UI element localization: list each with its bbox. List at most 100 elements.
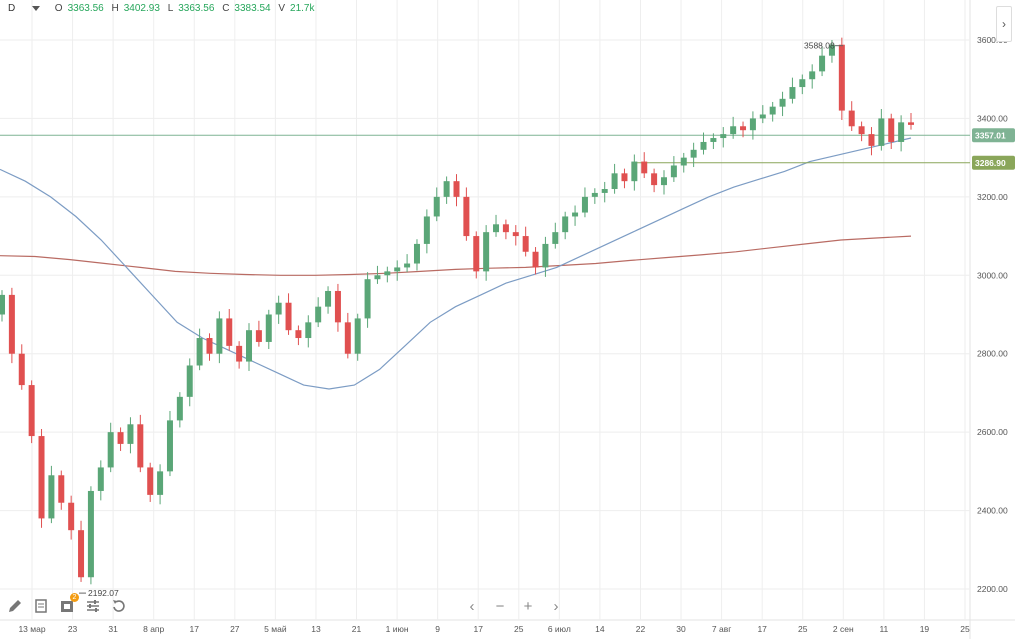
candle-up bbox=[552, 232, 559, 244]
candle-down bbox=[8, 294, 15, 354]
level-line-label: 3286.90 bbox=[975, 158, 1006, 168]
x-tick-label: 21 bbox=[352, 624, 362, 634]
layers-icon[interactable]: 2 bbox=[58, 593, 79, 615]
y-tick-label: 3000.00 bbox=[977, 270, 1008, 280]
candle-down bbox=[206, 338, 213, 354]
candle-down bbox=[285, 302, 292, 331]
candle-down bbox=[226, 318, 233, 346]
drawing-toolbar: 2 bbox=[6, 593, 128, 615]
pencil-icon[interactable] bbox=[6, 597, 24, 615]
x-tick-label: 17 bbox=[473, 624, 483, 634]
candle-up bbox=[48, 475, 55, 519]
candle-up bbox=[384, 271, 391, 276]
y-tick-label: 2400.00 bbox=[977, 506, 1008, 516]
candle-up bbox=[730, 126, 737, 135]
candle-down bbox=[68, 502, 75, 531]
candle-up bbox=[591, 192, 598, 197]
candle-down bbox=[78, 530, 85, 578]
candle-down bbox=[255, 330, 262, 342]
candle-down bbox=[295, 330, 302, 339]
candle-up bbox=[216, 318, 223, 354]
chevron-left-icon[interactable]: ‹ bbox=[469, 597, 475, 615]
chart-navigation: ‹ − + › bbox=[463, 597, 565, 615]
x-tick-label: 17 bbox=[757, 624, 767, 634]
candle-up bbox=[423, 216, 430, 244]
candle-up bbox=[364, 279, 371, 319]
candle-down bbox=[502, 224, 509, 233]
candle-down bbox=[532, 251, 539, 268]
level-lines bbox=[0, 134, 970, 164]
candle-up bbox=[354, 318, 361, 354]
ma-fast-layer bbox=[0, 137, 912, 390]
candle-up bbox=[898, 122, 905, 142]
low-value: 3363.56 bbox=[178, 3, 215, 14]
y-axis: 2200.00 2400.00 2600.00 2800.00 3000.00 3200.… bbox=[972, 35, 1015, 594]
candle-down bbox=[888, 118, 895, 142]
candle-up bbox=[819, 55, 826, 72]
candle-down bbox=[908, 122, 914, 125]
open-value: 3363.56 bbox=[67, 3, 104, 14]
candle-up bbox=[581, 196, 588, 213]
ma-slow-layer bbox=[0, 235, 912, 276]
document-icon[interactable] bbox=[32, 597, 50, 615]
high-value: 3402.93 bbox=[123, 3, 160, 14]
candle-up bbox=[680, 157, 687, 166]
candle-up bbox=[186, 365, 193, 397]
high-annotation: 3588.08 bbox=[804, 41, 835, 51]
candle-up bbox=[265, 314, 272, 342]
interval-dropdown-icon[interactable] bbox=[32, 5, 41, 11]
candle-down bbox=[848, 110, 855, 127]
candles-layer bbox=[0, 37, 914, 585]
x-tick-label: 6 июл bbox=[548, 624, 571, 634]
candle-up bbox=[433, 196, 440, 217]
collapse-panel-button[interactable]: › bbox=[996, 6, 1012, 42]
y-tick-label: 2800.00 bbox=[977, 349, 1008, 359]
volume-label: V bbox=[278, 3, 286, 14]
candle-down bbox=[473, 236, 480, 272]
x-tick-label: 25 bbox=[798, 624, 808, 634]
candle-up bbox=[413, 243, 420, 264]
candle-up bbox=[0, 294, 5, 315]
close-value: 3383.54 bbox=[234, 3, 271, 14]
candle-up bbox=[700, 141, 707, 150]
zoom-out-icon[interactable]: − bbox=[495, 597, 505, 615]
candle-up bbox=[127, 424, 134, 444]
candle-up bbox=[572, 212, 579, 217]
chevron-right-icon[interactable]: › bbox=[553, 597, 559, 615]
candle-up bbox=[631, 161, 638, 182]
candle-down bbox=[621, 173, 628, 182]
candle-up bbox=[799, 79, 806, 88]
undo-icon[interactable] bbox=[110, 597, 128, 615]
candle-up bbox=[97, 467, 104, 491]
candle-down bbox=[137, 424, 144, 468]
candle-up bbox=[809, 71, 816, 80]
x-tick-label: 2 сен bbox=[833, 624, 854, 634]
candle-up bbox=[493, 224, 500, 233]
candle-up bbox=[749, 118, 756, 131]
interval-label[interactable]: D bbox=[8, 3, 16, 14]
candle-down bbox=[651, 173, 658, 186]
candle-down bbox=[838, 44, 845, 111]
open-label: O bbox=[54, 3, 63, 14]
y-tick-label: 3400.00 bbox=[977, 113, 1008, 123]
candle-up bbox=[720, 134, 727, 139]
x-tick-label: 13 bbox=[311, 624, 321, 634]
candle-up bbox=[325, 290, 332, 307]
candle-down bbox=[334, 290, 341, 323]
candle-down bbox=[28, 385, 35, 437]
candle-down bbox=[38, 436, 45, 519]
candle-down bbox=[641, 161, 648, 174]
candle-up bbox=[196, 338, 203, 366]
x-tick-label: 19 bbox=[920, 624, 930, 634]
settings-sliders-icon[interactable] bbox=[84, 597, 102, 615]
zoom-in-icon[interactable]: + bbox=[523, 597, 533, 615]
x-tick-label: 7 авг bbox=[712, 624, 731, 634]
x-tick-label: 1 июн bbox=[386, 624, 409, 634]
candle-up bbox=[670, 165, 677, 178]
volume-value: 21.7k bbox=[290, 3, 315, 14]
candle-down bbox=[18, 353, 25, 386]
y-tick-label: 2200.00 bbox=[977, 584, 1008, 594]
candle-down bbox=[868, 134, 875, 146]
ma-slow-line bbox=[0, 235, 912, 276]
